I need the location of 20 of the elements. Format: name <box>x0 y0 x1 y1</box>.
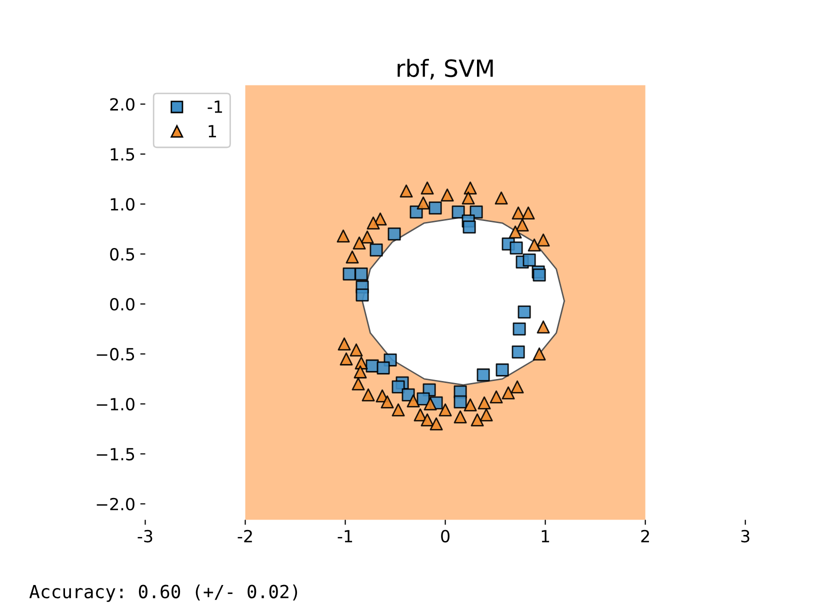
x-tick-label: 0 <box>441 530 450 542</box>
y-tick-label: 0.5 <box>110 248 134 261</box>
x-tick-label: -1 <box>338 530 352 542</box>
y-tick-label: 2.0 <box>110 98 134 111</box>
y-tick-label: −1.0 <box>96 398 134 410</box>
x-tick-label: 1 <box>542 530 550 542</box>
y-tick-label: 0.0 <box>110 298 134 311</box>
y-tick-label: 1.5 <box>110 148 134 161</box>
legend-label: 1 <box>208 125 216 138</box>
x-tick-label: -2 <box>238 530 252 542</box>
chart-title: rbf, SVM <box>398 58 493 80</box>
legend-label: -1 <box>208 100 222 113</box>
y-tick-label: 1.0 <box>110 198 134 211</box>
x-tick-label: -3 <box>138 530 152 542</box>
y-tick-label: −1.5 <box>96 448 134 460</box>
y-tick-label: −0.5 <box>96 348 134 361</box>
x-tick-label: 3 <box>741 530 750 542</box>
x-tick-label: 2 <box>641 530 649 542</box>
y-tick-label: −2.0 <box>96 498 134 510</box>
text: Accuracy: 0.60 (+/- 0.02) <box>29 584 298 602</box>
